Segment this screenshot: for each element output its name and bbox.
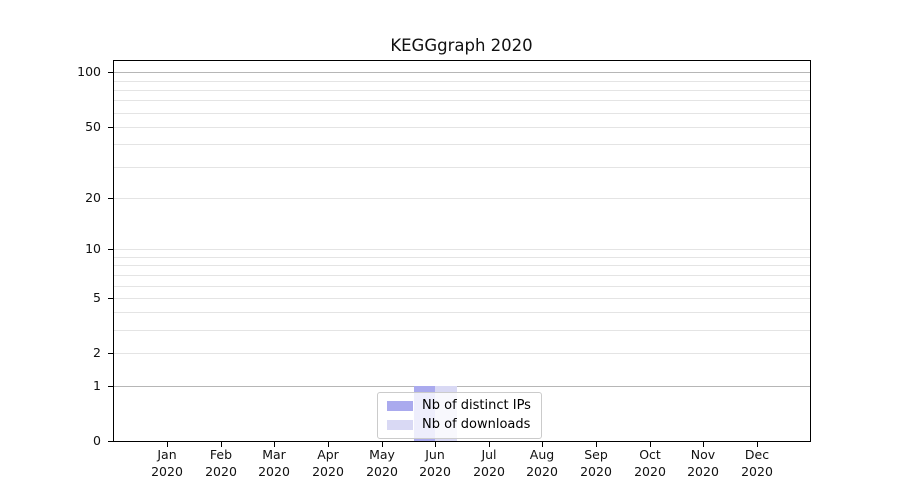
legend-swatch-downloads <box>387 420 413 430</box>
minor-gridline <box>113 80 810 82</box>
legend-swatch-distinct-ips <box>387 401 413 411</box>
legend-label-downloads: Nb of downloads <box>422 417 531 432</box>
axis-spine-left <box>113 60 114 442</box>
major-gridline <box>113 385 810 387</box>
minor-gridline <box>113 112 810 114</box>
x-tick-year: 2020 <box>526 463 558 479</box>
y-tick-label: 2 <box>93 345 101 360</box>
x-tick-month: Jul <box>481 447 497 462</box>
legend: Nb of distinct IPs Nb of downloads <box>377 392 542 439</box>
y-tick-mark <box>108 353 113 354</box>
x-tick-year: 2020 <box>205 463 237 479</box>
x-tick-month: Oct <box>639 447 661 462</box>
x-tick-year: 2020 <box>580 463 612 479</box>
y-tick-mark <box>108 249 113 250</box>
x-tick-mark <box>596 442 597 447</box>
x-tick-mark <box>542 442 543 447</box>
x-tick-month: Aug <box>529 447 555 462</box>
axis-spine-right <box>810 60 811 442</box>
x-tick-label: Sep 2020 <box>564 447 628 480</box>
major-gridline <box>113 126 810 128</box>
x-tick-year: 2020 <box>473 463 505 479</box>
x-tick-month: Feb <box>209 447 233 462</box>
legend-entry-downloads: Nb of downloads <box>387 418 531 432</box>
major-gridline <box>113 297 810 299</box>
x-tick-mark <box>489 442 490 447</box>
legend-label-distinct-ips: Nb of distinct IPs <box>422 398 531 413</box>
x-tick-label: Apr 2020 <box>296 447 360 480</box>
x-tick-year: 2020 <box>741 463 773 479</box>
x-tick-mark <box>274 442 275 447</box>
x-tick-year: 2020 <box>687 463 719 479</box>
x-tick-month: Jan <box>157 447 177 462</box>
chart-title: KEGGgraph 2020 <box>390 36 533 55</box>
x-tick-month: Apr <box>317 447 339 462</box>
y-tick-label: 20 <box>85 190 101 205</box>
major-gridline <box>113 72 810 74</box>
y-tick-label: 5 <box>93 290 101 305</box>
axis-spine-bottom <box>113 441 811 442</box>
y-tick-mark <box>108 127 113 128</box>
x-tick-label: Nov 2020 <box>671 447 735 480</box>
x-tick-month: Jun <box>425 447 445 462</box>
x-tick-label: Jul 2020 <box>457 447 521 480</box>
y-tick-label: 50 <box>85 119 101 134</box>
minor-gridline <box>113 330 810 332</box>
x-tick-label: Jun 2020 <box>403 447 467 480</box>
y-tick-label: 1 <box>93 378 101 393</box>
y-tick-mark <box>108 298 113 299</box>
minor-gridline <box>113 257 810 258</box>
x-tick-label: Dec 2020 <box>725 447 789 480</box>
x-tick-label: Oct 2020 <box>618 447 682 480</box>
axis-spine-top <box>113 60 811 61</box>
minor-gridline <box>113 312 810 314</box>
x-tick-year: 2020 <box>419 463 451 479</box>
x-tick-year: 2020 <box>151 463 183 479</box>
major-gridline <box>113 249 810 251</box>
x-tick-year: 2020 <box>366 463 398 479</box>
x-tick-mark <box>435 442 436 447</box>
x-tick-month: Nov <box>690 447 716 462</box>
y-tick-label: 0 <box>93 433 101 448</box>
minor-gridline <box>113 285 810 287</box>
y-tick-mark <box>108 441 113 442</box>
minor-gridline <box>113 100 810 102</box>
y-tick-label: 100 <box>77 64 101 79</box>
major-gridline <box>113 197 810 199</box>
minor-gridline <box>113 166 810 168</box>
x-tick-label: Jan 2020 <box>135 447 199 480</box>
x-tick-year: 2020 <box>258 463 290 479</box>
y-tick-mark <box>108 72 113 73</box>
y-tick-mark <box>108 198 113 199</box>
minor-gridline <box>113 89 810 91</box>
x-tick-month: Dec <box>744 447 770 462</box>
x-tick-label: Mar 2020 <box>242 447 306 480</box>
x-tick-label: May 2020 <box>350 447 414 480</box>
x-tick-mark <box>703 442 704 447</box>
x-tick-mark <box>650 442 651 447</box>
x-tick-month: May <box>369 447 395 462</box>
legend-entry-distinct-ips: Nb of distinct IPs <box>387 399 531 413</box>
minor-gridline <box>113 274 810 276</box>
major-gridline <box>113 353 810 355</box>
x-tick-year: 2020 <box>312 463 344 479</box>
plot-area <box>113 60 810 441</box>
x-tick-mark <box>167 442 168 447</box>
x-tick-month: Mar <box>262 447 286 462</box>
x-tick-mark <box>221 442 222 447</box>
y-tick-mark <box>108 386 113 387</box>
x-tick-label: Feb 2020 <box>189 447 253 480</box>
x-tick-mark <box>328 442 329 447</box>
x-tick-mark <box>382 442 383 447</box>
y-tick-label: 10 <box>85 241 101 256</box>
x-tick-mark <box>757 442 758 447</box>
minor-gridline <box>113 144 810 146</box>
x-tick-label: Aug 2020 <box>510 447 574 480</box>
x-tick-year: 2020 <box>634 463 666 479</box>
minor-gridline <box>113 265 810 267</box>
x-tick-month: Sep <box>584 447 608 462</box>
